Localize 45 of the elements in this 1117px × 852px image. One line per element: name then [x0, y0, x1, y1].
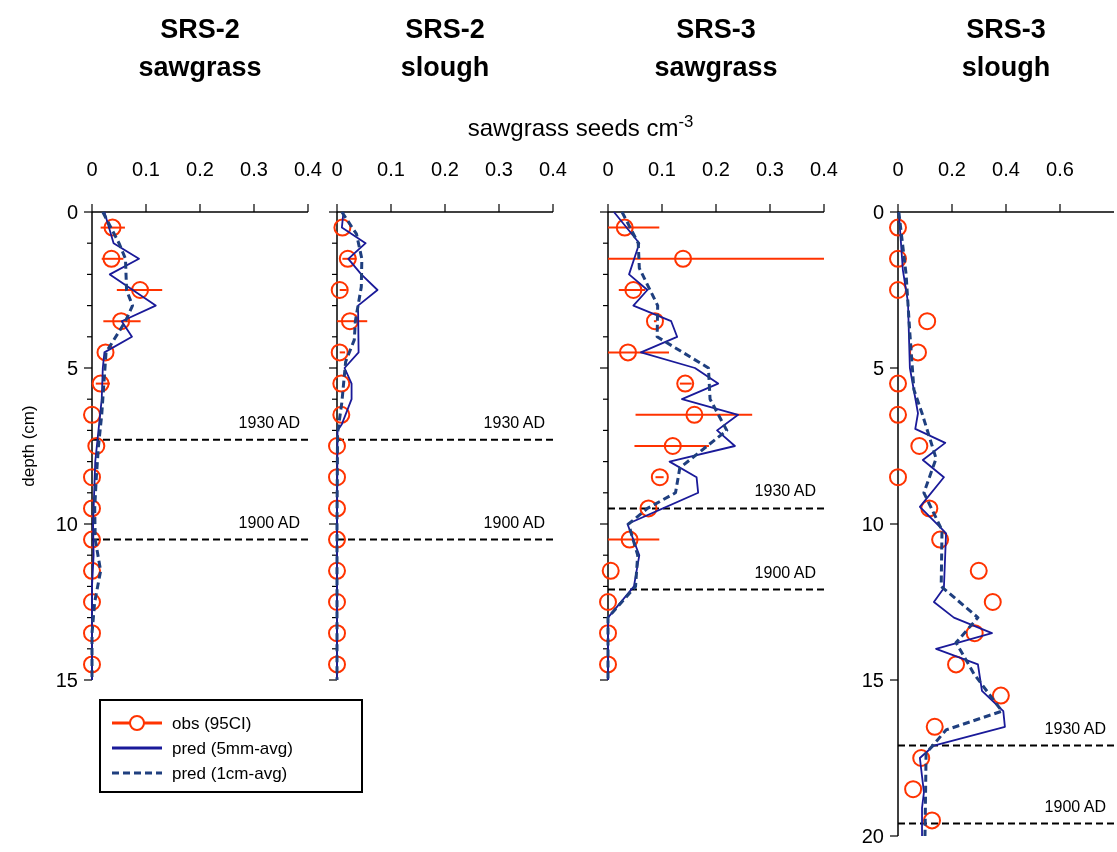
x-tick-label: 0.2: [702, 158, 730, 180]
legend-label: pred (1cm-avg): [172, 764, 288, 783]
ref-line-label: 1930 AD: [238, 413, 300, 431]
y-tick-label: 5: [872, 357, 884, 379]
x-axis-title: sawgrass seeds cm$^{-3}$: [467, 111, 694, 141]
x-tick-label: 0.3: [756, 158, 784, 180]
ref-line-label: 1900 AD: [1044, 797, 1106, 815]
chart-title: SRS-2 slough: [400, 14, 490, 82]
ref-line-label: 1930 AD: [754, 482, 816, 500]
x-tick-label: 0.2: [431, 158, 459, 180]
y-tick-label: 20: [861, 825, 884, 847]
y-tick-label: 0: [66, 201, 78, 223]
ref-line-label: 1900 AD: [238, 513, 300, 531]
y-tick-label: 10: [55, 513, 78, 535]
x-tick-label: 0.3: [485, 158, 513, 180]
chart-title: SRS-2 sawgrass: [138, 14, 262, 82]
y-axis-title: depth (cm): [19, 405, 38, 487]
y-tick-label: 15: [55, 669, 78, 691]
x-tick-label: 0.1: [648, 158, 676, 180]
y-tick-label: 15: [861, 669, 884, 691]
y-tick-label: 0: [872, 201, 884, 223]
ref-line-label: 1930 AD: [1044, 719, 1106, 737]
x-tick-label: 0.3: [240, 158, 268, 180]
y-tick-label: 5: [66, 357, 78, 379]
x-tick-label: 0.1: [132, 158, 160, 180]
x-tick-label: 0: [86, 158, 98, 180]
legend-label: pred (5mm-avg): [172, 739, 293, 758]
x-tick-label: 0.4: [294, 158, 322, 180]
ref-line-label: 1900 AD: [754, 563, 816, 581]
x-tick-label: 0.4: [992, 158, 1020, 180]
x-tick-label: 0: [892, 158, 904, 180]
x-tick-label: 0.4: [539, 158, 567, 180]
ref-line-label: 1900 AD: [483, 513, 545, 531]
y-tick-label: 10: [861, 513, 884, 535]
x-tick-label: 0.4: [810, 158, 838, 180]
ref-line-label: 1930 AD: [483, 413, 545, 431]
x-tick-label: 0.1: [377, 158, 405, 180]
x-tick-label: 0.2: [938, 158, 966, 180]
legend-label: obs (95CI): [172, 714, 252, 733]
x-tick-label: 0.6: [1046, 158, 1074, 180]
chart-title: SRS-3 sawgrass: [654, 14, 778, 82]
x-tick-label: 0: [602, 158, 614, 180]
x-tick-label: 0: [331, 158, 343, 180]
chart-title: SRS-3 slough: [961, 14, 1051, 82]
x-tick-label: 0.2: [186, 158, 214, 180]
